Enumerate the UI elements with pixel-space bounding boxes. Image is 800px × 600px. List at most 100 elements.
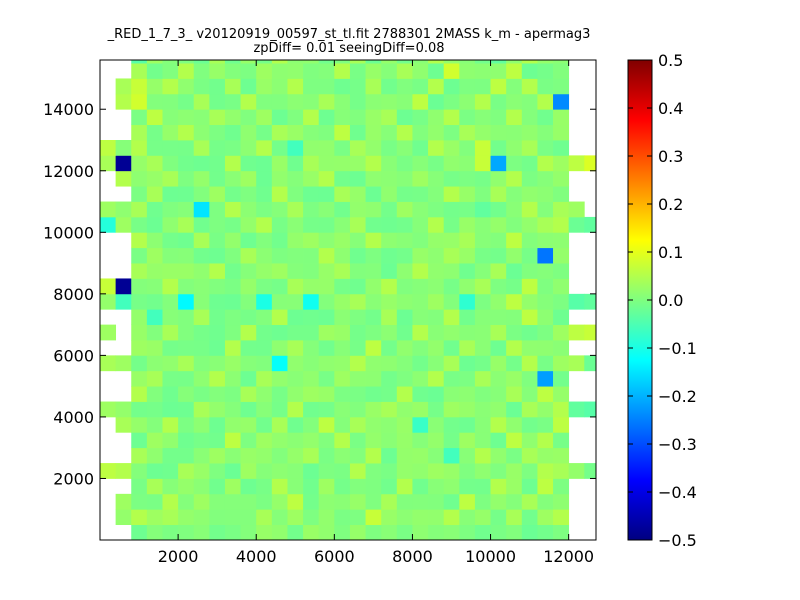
heatmap-cell [443,524,460,540]
heatmap-cell [224,524,241,540]
heatmap-cell [146,247,163,264]
heatmap-cell [537,109,554,126]
heatmap-cell [365,93,382,110]
heatmap-cell [381,93,398,110]
heatmap-cell [209,463,226,479]
heatmap-cell [474,324,491,341]
heatmap-cell [193,155,210,172]
heatmap-cell [303,232,320,249]
heatmap-cell [443,78,460,95]
heatmap-cell [428,524,445,540]
heatmap-cell [428,186,445,202]
heatmap-cell [381,170,398,187]
heatmap-cell [224,155,241,172]
heatmap-cell [287,293,304,310]
heatmap-cell [537,355,554,372]
heatmap-cell [553,463,570,479]
heatmap-cell [349,401,366,418]
heatmap-cell [209,78,226,95]
heatmap-cell [240,170,257,187]
heatmap-cell [349,386,366,402]
x-axis: 2000 4000 6000 8000 10000 12000 [158,60,594,566]
heatmap-cell [428,293,445,310]
heatmap-cell [287,93,304,110]
heatmap-cell [256,293,273,310]
heatmap-cell [146,509,163,526]
heatmap-cell [365,170,382,187]
heatmap-cell [537,186,554,202]
heatmap-cell [521,232,538,249]
heatmap-cell [162,78,179,95]
heatmap-cell [100,216,117,233]
heatmap-cell [271,201,288,218]
heatmap-cell [443,416,460,433]
heatmap-cell [396,109,413,126]
heatmap-cell [131,355,148,372]
heatmap-cell [381,340,398,356]
heatmap-cell [474,155,491,172]
heatmap-cell [443,140,460,156]
heatmap-cell [224,478,241,495]
heatmap-cell [224,109,241,126]
heatmap-cell [381,155,398,172]
heatmap-cell [193,263,210,279]
heatmap-cell [318,416,335,433]
heatmap-cell [506,124,523,141]
heatmap-cell [459,170,476,187]
heatmap-cell [240,309,257,326]
heatmap-cell [443,247,460,264]
heatmap-cell [256,416,273,433]
heatmap-cell [553,170,570,187]
heatmap-cell [459,78,476,95]
heatmap-cell [240,524,257,540]
heatmap-cell [381,401,398,418]
heatmap-cell [224,432,241,449]
heatmap-cell [428,93,445,110]
heatmap-cell [349,509,366,526]
heatmap-cell [287,340,304,356]
heatmap-cell [193,370,210,387]
heatmap-cell [506,263,523,279]
heatmap-cell [490,463,507,479]
heatmap-cell [349,155,366,172]
heatmap-cell [506,355,523,372]
heatmap-cell [521,63,538,79]
heatmap-cell [303,324,320,341]
heatmap-cell [334,155,351,172]
heatmap-cell [459,493,476,510]
heatmap-cell [584,355,596,372]
heatmap-cell [521,170,538,187]
heatmap-cell [256,355,273,372]
heatmap-cell [568,463,585,479]
heatmap-cell [240,355,257,372]
heatmap-cell [256,109,273,126]
heatmap-cell [146,170,163,187]
heatmap-cell [256,140,273,156]
heatmap-cell [521,386,538,402]
heatmap-cell [209,63,226,79]
colorbar-tick-label: 0.2 [658,195,683,214]
heatmap-cell [303,278,320,295]
heatmap-cell [506,509,523,526]
heatmap-cell [521,493,538,510]
heatmap-cell [521,355,538,372]
heatmap-cell [303,309,320,326]
heatmap-cell [178,109,195,126]
heatmap-cell [365,524,382,540]
heatmap-cell [490,109,507,126]
heatmap-cell [318,216,335,233]
heatmap-cell [490,340,507,356]
heatmap-cell [209,186,226,202]
heatmap-cell [537,401,554,418]
heatmap-cell [287,140,304,156]
heatmap-cell [240,78,257,95]
heatmap-cell [193,463,210,479]
heatmap-cell [224,60,241,64]
heatmap-cell [256,386,273,402]
heatmap-cell [271,155,288,172]
heatmap-cell [303,78,320,95]
heatmap-cell [537,216,554,233]
heatmap-cell [318,493,335,510]
heatmap-cell [459,355,476,372]
heatmap-cell [178,247,195,264]
